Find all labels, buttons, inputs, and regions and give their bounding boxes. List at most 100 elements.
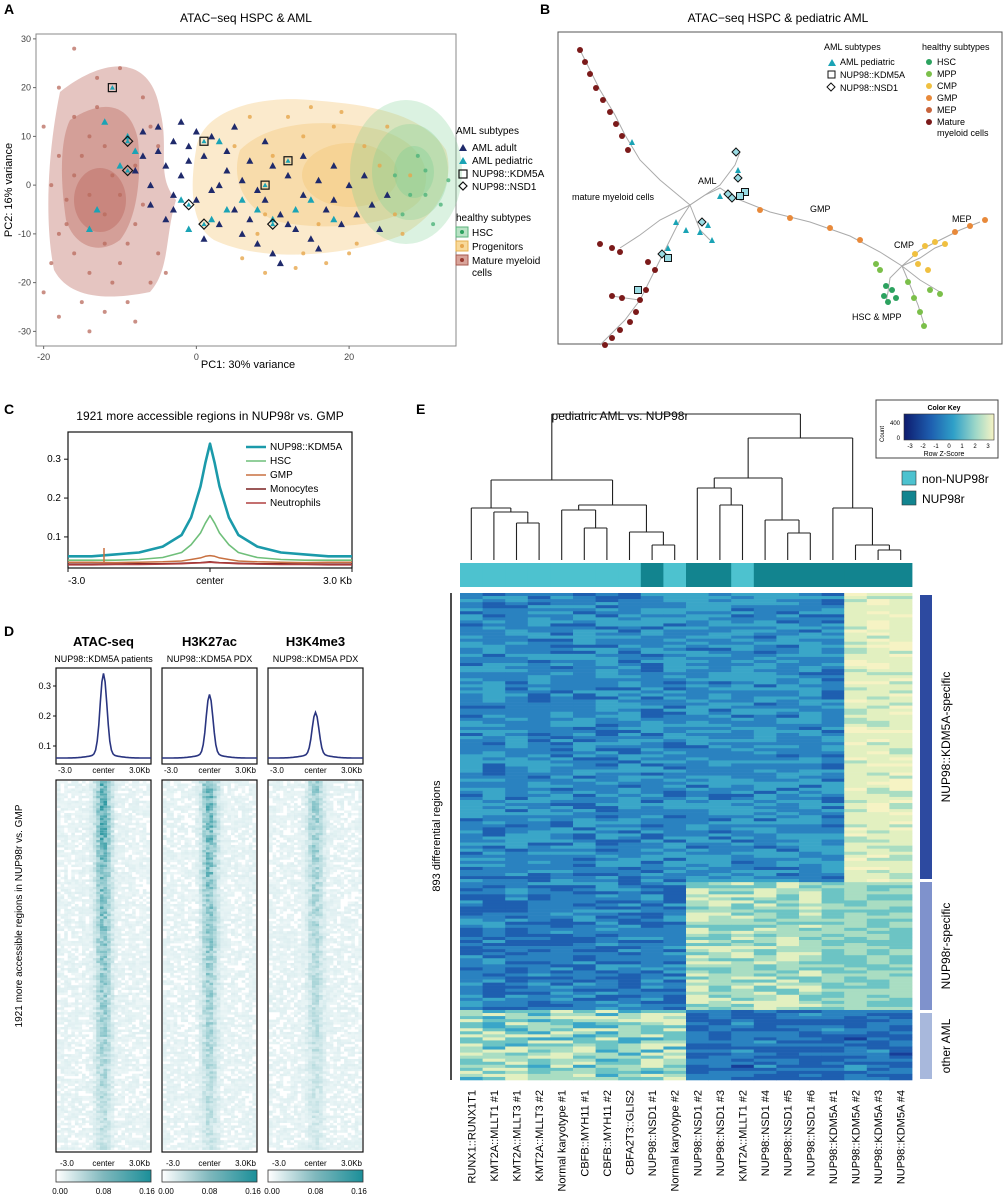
heatmap-cell xyxy=(121,800,125,804)
tree-mature-node xyxy=(609,293,615,299)
heatmap-cell xyxy=(220,822,224,826)
heatmap-cell xyxy=(245,891,249,895)
heatmap-cell xyxy=(125,1122,129,1126)
tree-nsd1-node xyxy=(697,217,707,227)
heatmap-cell xyxy=(78,1066,83,1069)
heatmap-cell xyxy=(114,985,118,988)
heatmap-cell xyxy=(85,832,90,836)
heatmap-cell xyxy=(103,1014,108,1018)
heatmap-cell xyxy=(128,940,133,944)
heatmap-cell xyxy=(96,820,100,823)
heatmap-cell xyxy=(67,884,72,887)
heatmap-cell xyxy=(146,953,150,956)
heatmap-cell xyxy=(125,997,129,1000)
heatmap-cell xyxy=(74,1108,79,1111)
mature-density-outer xyxy=(48,66,176,297)
heatmap-cell xyxy=(195,822,199,826)
heatmap-cell xyxy=(209,815,214,818)
heatmap-cell xyxy=(110,945,115,949)
heatmap-cell xyxy=(103,1068,108,1072)
heatmap-cell xyxy=(202,785,206,789)
heatmap-cell xyxy=(202,918,206,922)
heatmap-cell xyxy=(231,918,235,922)
heatmap-cell xyxy=(128,896,133,900)
heatmap-cell xyxy=(117,1031,122,1035)
heatmap-cell xyxy=(92,899,97,902)
heatmap-cell xyxy=(92,1086,97,1089)
heatmap-cell xyxy=(110,1110,115,1114)
heatmap-cell xyxy=(96,1031,100,1035)
heatmap-cell xyxy=(99,948,104,951)
heatmap-cell xyxy=(188,881,192,885)
heatmap-cell xyxy=(96,1120,100,1123)
heatmap-cell xyxy=(132,798,136,801)
heatmap-cell xyxy=(173,808,178,811)
heatmap-cell xyxy=(209,785,214,789)
tree-mpp-node xyxy=(877,267,883,273)
heatmap-cell xyxy=(92,815,97,818)
legend-square-icon xyxy=(458,169,468,179)
heatmap-cell xyxy=(99,1039,104,1042)
heatmap-cell xyxy=(248,800,253,804)
heatmap-cell xyxy=(74,968,79,971)
heatmap-cell xyxy=(121,1046,125,1050)
heatmap-cell xyxy=(142,997,147,1000)
heatmap-cell xyxy=(60,1009,65,1013)
heatmap-cell xyxy=(60,884,65,887)
tree-branch xyxy=(901,243,946,267)
heatmap-cell xyxy=(103,970,108,973)
heatmap-cell xyxy=(216,904,221,907)
heatmap-cell xyxy=(78,936,83,939)
heatmap-cell xyxy=(107,891,111,895)
heatmap-cell xyxy=(92,830,97,833)
heatmap-cell xyxy=(67,1078,72,1082)
heatmap-cell xyxy=(67,1041,72,1045)
heatmap-cell xyxy=(64,1135,68,1138)
heatmap-cell xyxy=(82,997,86,1000)
heatmap-cell xyxy=(96,999,100,1003)
heatmap-cell xyxy=(117,1036,122,1040)
heatmap-cell xyxy=(99,1044,104,1047)
heatmap-cell xyxy=(99,1059,104,1062)
heatmap-cell xyxy=(213,847,217,850)
heatmap-cell xyxy=(117,800,122,804)
heatmap-cell xyxy=(135,1027,140,1030)
aml-pediatric-point xyxy=(116,162,124,169)
legend-aml-adult-label: AML adult xyxy=(472,143,517,154)
heatmap-cell xyxy=(227,790,231,794)
panel-a-plot-area xyxy=(35,33,457,347)
y-tick-label: 0.1 xyxy=(47,532,61,543)
heatmap-cell xyxy=(220,815,224,818)
heatmap-cell xyxy=(64,1078,68,1082)
heatmap-cell xyxy=(139,854,143,858)
heatmap-cell xyxy=(92,999,97,1003)
heatmap-cell xyxy=(99,933,104,936)
heatmap-cell xyxy=(223,793,228,796)
progenitor-point xyxy=(263,212,268,217)
heatmap-cell xyxy=(135,960,140,964)
heatmap-cell xyxy=(245,876,249,880)
heatmap-cell xyxy=(110,1137,115,1141)
heatmap-cell xyxy=(96,1137,100,1141)
heatmap-cell xyxy=(227,837,231,841)
heatmap-cell xyxy=(139,813,143,816)
heatmap-cell xyxy=(85,830,90,833)
heatmap-cell xyxy=(245,815,249,818)
heatmap-cell xyxy=(142,943,147,946)
heatmap-cell xyxy=(92,1056,97,1059)
heatmap-cell xyxy=(117,1127,122,1131)
heatmap-cell xyxy=(198,808,203,811)
heatmap-cell xyxy=(92,990,97,993)
heatmap-cell xyxy=(163,911,167,914)
heatmap-cell xyxy=(125,1083,129,1087)
heatmap-cell xyxy=(184,805,189,809)
heatmap-cell xyxy=(241,894,246,897)
heatmap-cell xyxy=(195,820,199,823)
heatmap-cell xyxy=(92,822,97,826)
heatmap-cell xyxy=(85,790,90,794)
heatmap-cell xyxy=(205,857,210,860)
heatmap-cell xyxy=(107,1147,111,1150)
mature-point xyxy=(125,300,130,305)
heatmap-cell xyxy=(71,788,75,791)
heatmap-cell xyxy=(202,808,206,811)
